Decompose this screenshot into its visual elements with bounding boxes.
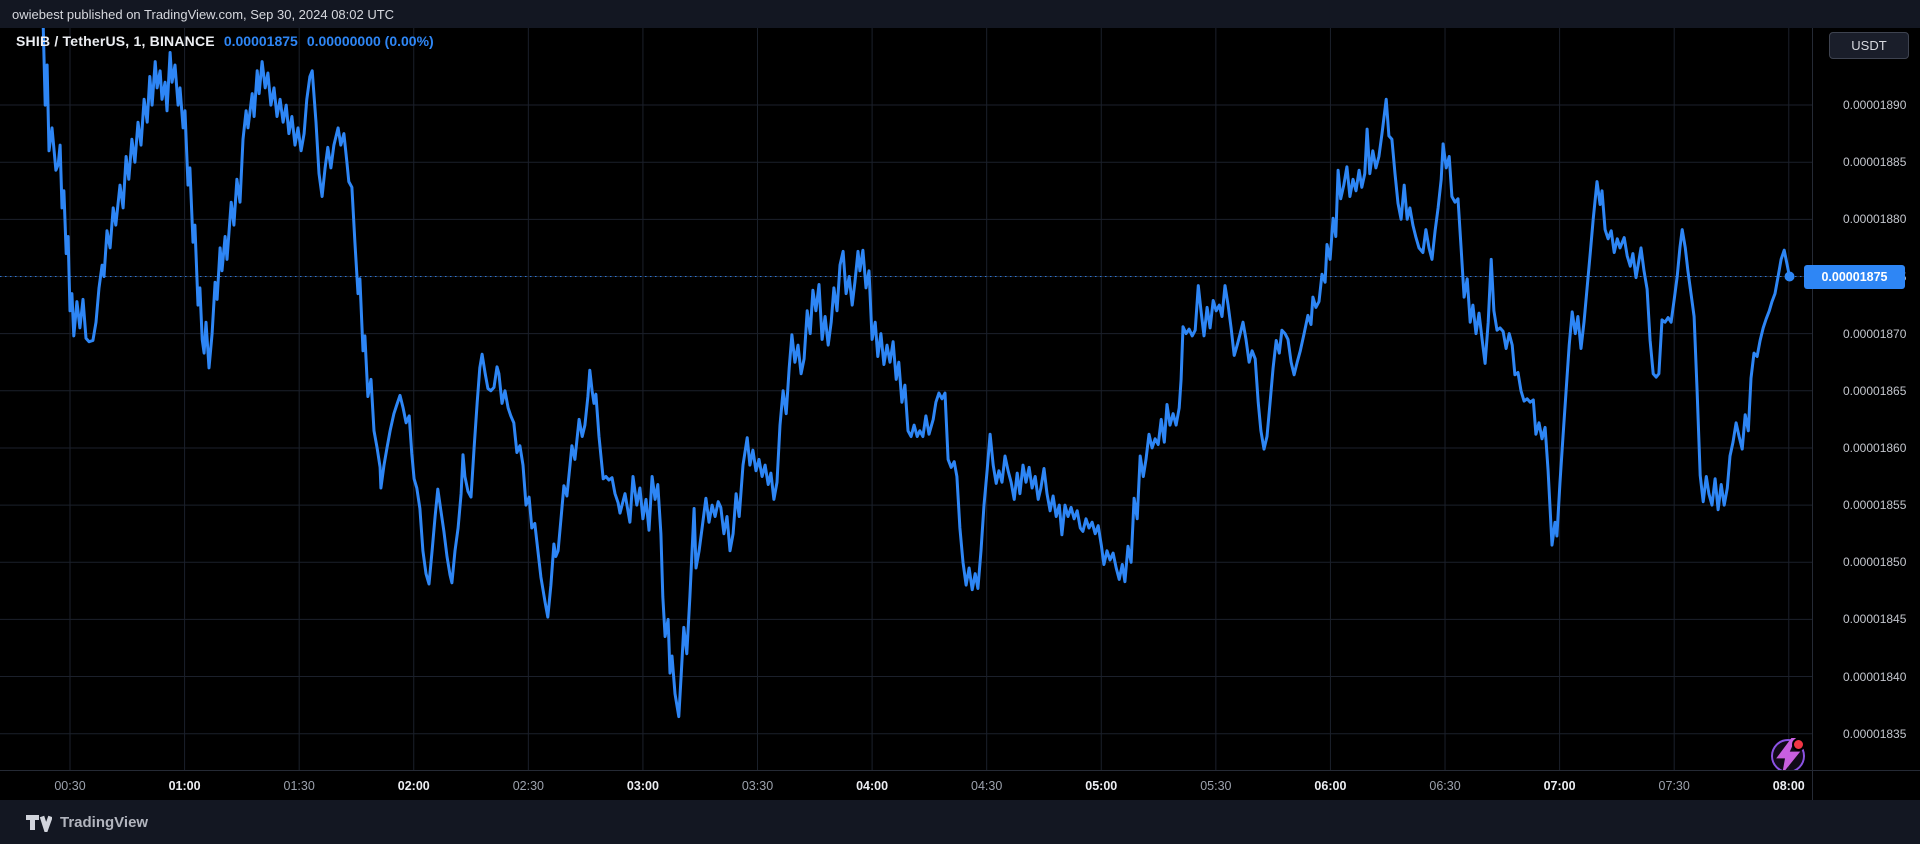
last-price-marker: [1784, 271, 1795, 282]
price-axis-label: 0.00001890: [1843, 98, 1907, 113]
last-price-badge: 0.00001875: [1804, 264, 1905, 289]
time-axis-label: 02:00: [397, 779, 430, 793]
currency-toggle-button[interactable]: USDT: [1829, 32, 1909, 59]
boost-button[interactable]: [1771, 738, 1805, 774]
price-axis-label: 0.00001840: [1843, 669, 1907, 684]
time-axis-label: 05:00: [1085, 779, 1118, 793]
axis-corner-divider: [1812, 771, 1813, 801]
price-axis-label: 0.00001860: [1843, 440, 1907, 455]
time-axis-label: 06:00: [1314, 779, 1347, 793]
tradingview-logo[interactable]: [26, 813, 52, 832]
price-chart-canvas[interactable]: [0, 28, 1812, 770]
time-axis-label: 00:30: [54, 779, 86, 793]
time-axis-label: 03:30: [741, 779, 774, 793]
price-axis-label: 0.00001850: [1843, 555, 1907, 570]
time-axis-label: 04:00: [856, 779, 889, 793]
time-axis-label: 03:00: [626, 779, 659, 793]
lightning-icon: [1776, 738, 1801, 774]
price-axis-label: 0.00001885: [1843, 155, 1907, 170]
time-axis-label: 05:30: [1200, 779, 1232, 793]
time-axis-label: 02:30: [512, 779, 544, 793]
price-axis-label: 0.00001845: [1843, 612, 1907, 627]
price-axis-label: 0.00001835: [1843, 726, 1907, 741]
price-axis-label: 0.00001870: [1843, 326, 1907, 341]
price-axis-label: 0.00001865: [1843, 383, 1907, 398]
time-axis-label: 07:30: [1658, 779, 1690, 793]
attribution-bar: owiebest published on TradingView.com, S…: [0, 0, 1920, 28]
symbol-title[interactable]: SHIB / TetherUS, 1, BINANCE: [16, 33, 215, 49]
footer-bar: TradingView: [0, 800, 1920, 844]
chart-area[interactable]: SHIB / TetherUS, 1, BINANCE 0.00001875 0.0…: [0, 28, 1812, 774]
notification-dot: [1792, 738, 1805, 751]
time-axis-label: 07:00: [1543, 779, 1576, 793]
tradingview-wordmark[interactable]: TradingView: [60, 813, 149, 831]
price-axis-label: 0.00001855: [1843, 498, 1907, 513]
time-axis-label: 08:00: [1772, 779, 1805, 793]
attribution-text: owiebest published on TradingView.com, S…: [12, 7, 395, 22]
price-line-series: [41, 28, 1791, 719]
time-axis-label: 01:00: [168, 779, 201, 793]
price-axis-label: 0.00001880: [1843, 212, 1907, 227]
time-axis[interactable]: 00:30 01:00 01:30 02:00 02:30 03:00 03:30 04:00…: [0, 770, 1920, 801]
time-axis-label: 01:30: [283, 779, 315, 793]
time-axis-label: 06:30: [1429, 779, 1461, 793]
time-axis-label: 04:30: [971, 779, 1003, 793]
price-axis[interactable]: USDT 0.00001890 0.00001885 0.00001880 0.000…: [1804, 28, 1920, 770]
